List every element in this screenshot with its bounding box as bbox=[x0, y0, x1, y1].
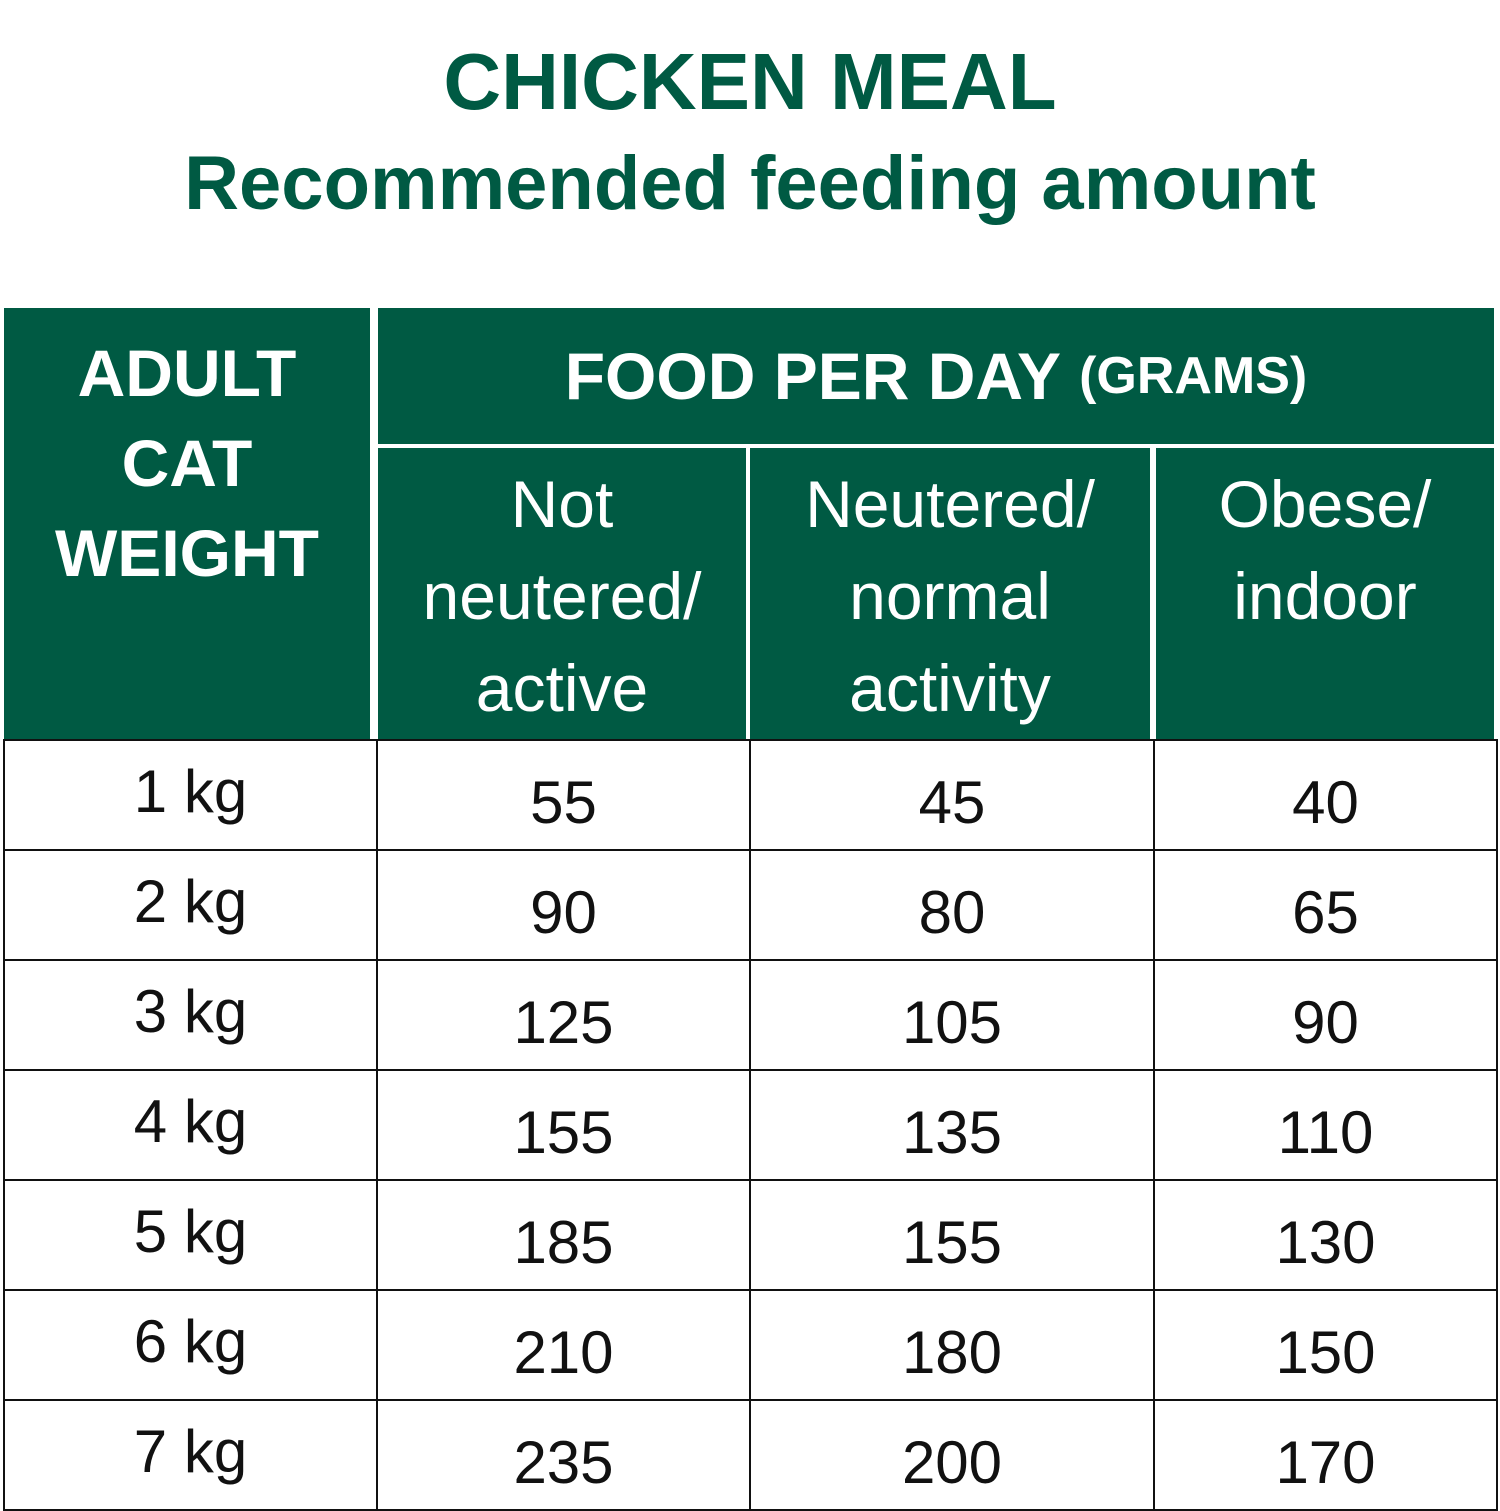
active-cell: 235 bbox=[376, 1399, 751, 1511]
indoor-cell: 110 bbox=[1153, 1069, 1498, 1181]
active-cell: 155 bbox=[376, 1069, 751, 1181]
normal-cell: 200 bbox=[749, 1399, 1155, 1511]
normal-cell: 135 bbox=[749, 1069, 1155, 1181]
page-subtitle: Recommended feeding amount bbox=[184, 141, 1316, 226]
normal-cell: 155 bbox=[749, 1179, 1155, 1291]
weight-cell: 7 kg bbox=[3, 1399, 378, 1511]
feeding-table: 1 kg 55 45 40 2 kg 90 80 65 3 kg 125 105… bbox=[3, 739, 1498, 1511]
table-row: 5 kg 185 155 130 bbox=[3, 1179, 1498, 1291]
active-cell: 55 bbox=[376, 739, 751, 851]
header-obese-indoor: Obese/ indoor bbox=[1156, 448, 1494, 740]
weight-cell: 5 kg bbox=[3, 1179, 378, 1291]
active-cell: 125 bbox=[376, 959, 751, 1071]
weight-cell: 2 kg bbox=[3, 849, 378, 961]
subheader-label: Obese/ indoor bbox=[1218, 467, 1432, 633]
normal-cell: 45 bbox=[749, 739, 1155, 851]
weight-cell: 6 kg bbox=[3, 1289, 378, 1401]
weight-cell: 1 kg bbox=[3, 739, 378, 851]
header-not-neutered-active: Not neutered/ active bbox=[378, 448, 746, 740]
subheader-label: Neutered/ normal activity bbox=[805, 467, 1095, 725]
active-cell: 185 bbox=[376, 1179, 751, 1291]
page-title: CHICKEN MEAL bbox=[443, 37, 1057, 126]
table-row: 4 kg 155 135 110 bbox=[3, 1069, 1498, 1181]
indoor-cell: 65 bbox=[1153, 849, 1498, 961]
normal-cell: 105 bbox=[749, 959, 1155, 1071]
table-row: 3 kg 125 105 90 bbox=[3, 959, 1498, 1071]
table-row: 2 kg 90 80 65 bbox=[3, 849, 1498, 961]
indoor-cell: 90 bbox=[1153, 959, 1498, 1071]
weight-cell: 3 kg bbox=[3, 959, 378, 1071]
header-weight-label: ADULT CAT WEIGHT bbox=[55, 336, 319, 590]
normal-cell: 180 bbox=[749, 1289, 1155, 1401]
header-food-unit: (GRAMS) bbox=[1079, 347, 1308, 405]
header-neutered-normal-activity: Neutered/ normal activity bbox=[750, 448, 1150, 740]
header-food-per-day: FOOD PER DAY (GRAMS) bbox=[378, 308, 1494, 444]
indoor-cell: 40 bbox=[1153, 739, 1498, 851]
indoor-cell: 170 bbox=[1153, 1399, 1498, 1511]
weight-cell: 4 kg bbox=[3, 1069, 378, 1181]
header-food-label: FOOD PER DAY bbox=[564, 339, 1062, 413]
active-cell: 90 bbox=[376, 849, 751, 961]
subheader-label: Not neutered/ active bbox=[422, 467, 702, 725]
table-row: 6 kg 210 180 150 bbox=[3, 1289, 1498, 1401]
normal-cell: 80 bbox=[749, 849, 1155, 961]
indoor-cell: 150 bbox=[1153, 1289, 1498, 1401]
table-row: 7 kg 235 200 170 bbox=[3, 1399, 1498, 1511]
header-adult-cat-weight: ADULT CAT WEIGHT bbox=[4, 308, 370, 740]
table-row: 1 kg 55 45 40 bbox=[3, 739, 1498, 851]
indoor-cell: 130 bbox=[1153, 1179, 1498, 1291]
active-cell: 210 bbox=[376, 1289, 751, 1401]
